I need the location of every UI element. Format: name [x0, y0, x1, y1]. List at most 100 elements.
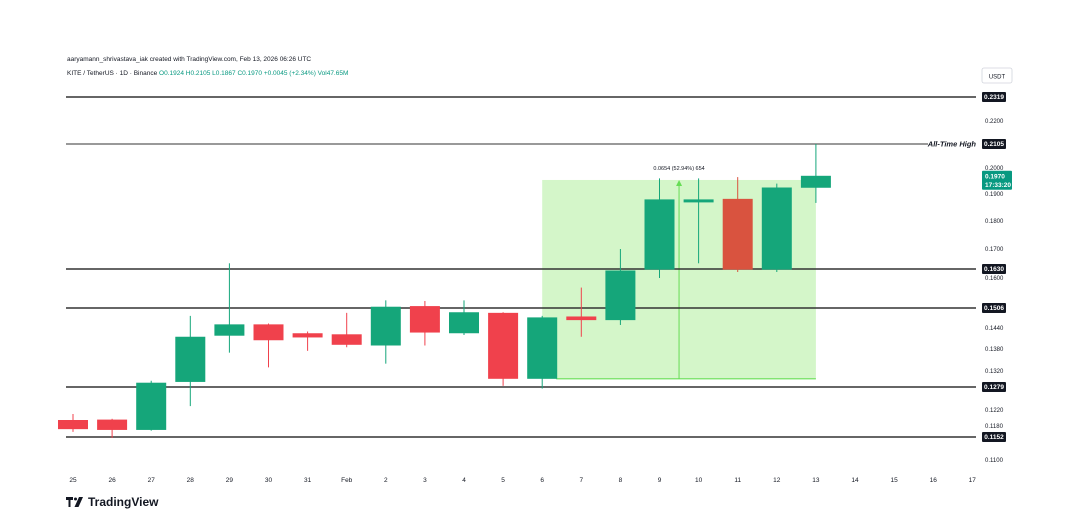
x-tick-label: 14 [851, 477, 859, 484]
level-price-tag [982, 382, 1006, 392]
currency-label: USDT [989, 75, 1006, 81]
x-tick-label: 13 [812, 477, 820, 484]
candle-2[interactable] [370, 300, 401, 364]
candle-12[interactable] [761, 183, 792, 272]
y-tick-label: 0.1320 [985, 369, 1004, 375]
candle-body [449, 312, 479, 334]
ohlc-readout: O0.1924 H0.2105 L0.1867 C0.1970 +0.0045 … [159, 70, 349, 77]
candle-13[interactable] [800, 144, 831, 203]
y-tick-label: 0.1800 [985, 219, 1004, 225]
x-axis-ticks: 25 26 27 28 29 30 31 Feb 2 3 4 5 6 7 8 9 10 11 12 13 14 15 16 1… [69, 477, 976, 484]
candle-body [644, 199, 675, 270]
brand-name: TradingView [88, 495, 159, 509]
candle-body [370, 306, 401, 346]
x-tick-label: 11 [734, 477, 741, 484]
x-tick-label: 3 [423, 477, 427, 484]
ath-annotation: All-Time High [927, 140, 977, 149]
x-tick-label: 7 [579, 477, 583, 484]
candle-body [58, 420, 88, 430]
y-tick-label: 0.1380 [985, 347, 1004, 353]
candle-body [136, 382, 167, 430]
candle-11[interactable] [722, 177, 753, 272]
x-tick-label: 28 [187, 477, 195, 484]
y-tick-label: 0.1900 [985, 192, 1004, 198]
candle-26[interactable] [97, 418, 128, 438]
y-tick-label: 0.1700 [985, 247, 1004, 253]
candle-body [683, 199, 714, 203]
y-tick-label: 0.1220 [985, 408, 1004, 414]
candle-4[interactable] [449, 300, 479, 335]
candle-body [175, 336, 206, 382]
level-price-label: 0.1152 [984, 434, 1004, 441]
level-price-tag [982, 264, 1006, 274]
x-tick-label: 12 [773, 477, 781, 484]
level-price-tag [982, 92, 1006, 102]
candle-body [214, 324, 245, 336]
level-price-tag [982, 139, 1006, 149]
candle-5[interactable] [488, 312, 519, 386]
tradingview-logo: TradingView [66, 495, 158, 509]
level-price-label: 0.2105 [984, 141, 1004, 148]
candle-body [527, 317, 558, 379]
x-tick-label: 27 [148, 477, 156, 484]
x-tick-label: 8 [619, 477, 623, 484]
current-price-group: 0.1970 17:33:20 [982, 170, 1012, 190]
x-tick-label: 30 [265, 477, 273, 484]
x-tick-label: 10 [695, 477, 703, 484]
candles-group[interactable] [58, 144, 831, 438]
level-price-label: 0.2319 [984, 94, 1004, 101]
x-tick-label: 15 [890, 477, 898, 484]
x-tick-label: 2 [384, 477, 388, 484]
candle-6[interactable] [527, 315, 558, 389]
candle-body [409, 306, 440, 333]
x-tick-label: 6 [540, 477, 544, 484]
symbol-name[interactable]: KITE / TetherUS · 1D · Binance [67, 70, 158, 77]
measure-range-arrowhead [676, 179, 683, 186]
y-tick-label: 0.1600 [985, 276, 1004, 282]
x-tick-label: 17 [969, 477, 977, 484]
current-price-label: 0.1970 [985, 173, 1005, 180]
candle-body [761, 187, 792, 270]
candle-body [253, 324, 284, 341]
level-price-tag [982, 303, 1006, 313]
candle-body [722, 198, 753, 270]
candle-31[interactable] [292, 331, 323, 351]
level-price-label: 0.1630 [984, 266, 1004, 273]
candle-30[interactable] [253, 323, 284, 368]
x-tick-label: 25 [69, 477, 77, 484]
candle-28[interactable] [175, 315, 206, 407]
currency-badge-bg [981, 67, 1013, 84]
level-price-tag [982, 432, 1006, 442]
x-tick-label: 5 [501, 477, 505, 484]
candle-3[interactable] [409, 300, 440, 346]
candle-9[interactable] [644, 178, 675, 278]
candle-7[interactable] [566, 287, 597, 337]
horizontal-levels-group[interactable]: 0.2319 0.2105 All-Time High 0.1630 0.1506 0.1… [66, 92, 1006, 442]
candle-29[interactable] [214, 263, 245, 353]
candle-body [292, 333, 323, 338]
attribution-text: aaryamann_shrivastava_iak created with T… [67, 56, 312, 63]
candle-body [566, 316, 597, 321]
candle-body [97, 419, 128, 430]
ath-label-bg [928, 139, 978, 149]
x-tick-label: 4 [462, 477, 466, 484]
y-axis-ticks: 0.2200 0.2000 0.1900 0.1800 0.1700 0.1600 0.14… [985, 119, 1004, 464]
current-price-tag [982, 170, 1012, 190]
candle-25[interactable] [58, 414, 88, 432]
level-price-label: 0.1506 [984, 305, 1004, 312]
y-tick-label: 0.2200 [985, 119, 1004, 125]
x-tick-label: 31 [304, 477, 312, 484]
candle-10[interactable] [683, 178, 714, 264]
candle-feb[interactable] [331, 312, 362, 348]
x-tick-label: 29 [226, 477, 234, 484]
candle-body [605, 270, 636, 321]
candle-27[interactable] [136, 380, 167, 431]
measure-range-label: 0.0654 (52.94%) 654 [653, 166, 704, 172]
candle-8[interactable] [605, 249, 636, 325]
x-tick-label: 26 [108, 477, 116, 484]
candle-body [800, 175, 831, 188]
y-tick-label: 0.1440 [985, 326, 1004, 332]
level-price-label: 0.1279 [984, 384, 1004, 391]
